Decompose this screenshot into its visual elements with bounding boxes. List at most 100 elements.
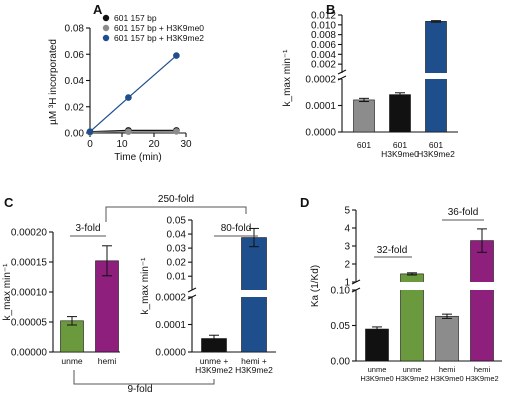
panel-d-bar-2 <box>435 315 459 362</box>
panel-a-x-tick-label: 0 <box>87 139 93 150</box>
panel-c-right-category-label: H3K9me2 <box>195 365 233 375</box>
panel-a-point-1 <box>125 128 132 135</box>
panel-a-legend-marker <box>102 34 110 42</box>
panel-c-right-category-label: hemi + <box>241 356 267 366</box>
panel-d-category-label: hemi <box>474 365 491 374</box>
fold-label-9: 9-fold <box>127 384 152 395</box>
panel-c-left-y-tick-label: 0.00010 <box>11 288 48 299</box>
panel-d-y-tick-label: 4 <box>344 224 350 235</box>
fold-label-3: 3-fold <box>75 223 100 234</box>
panel-d-category-label: H3K9me0 <box>430 374 463 383</box>
panel-b-y-tick-label: 0.0001 <box>305 101 336 112</box>
panel-c-left-y-tick-label: 0.00005 <box>11 318 48 329</box>
panel-c-right-y-label: k_max min⁻¹ <box>140 257 151 315</box>
panel-a-y-label: µM ³H incorporated <box>48 39 59 125</box>
panel-c-left-y-tick-label: 0.00015 <box>11 258 48 269</box>
panel-b-category-label: H3K9me2 <box>417 149 455 159</box>
panel-c-left-y-label: k_max min⁻¹ <box>2 263 13 321</box>
panel-d-y-tick-label: 0.10 <box>331 286 351 297</box>
panel-d-y-tick-label: 0.00 <box>331 357 351 368</box>
panel-b-y-tick-label: 0.002 <box>311 60 336 71</box>
panel-b-y-tick-label: 0.006 <box>311 40 336 51</box>
panel-c-right-break-mark-1 <box>187 287 197 293</box>
panel-d-category-label: unme <box>368 365 387 374</box>
panel-d-y-tick-label: 1 <box>344 278 350 289</box>
panel-c-right-bar-break-1 <box>240 290 268 297</box>
panel-a-x-label: Time (min) <box>114 152 161 163</box>
panel-d-category-label: H3K9me2 <box>465 374 498 383</box>
bracket-250-fold <box>105 206 247 222</box>
panel-a-y-tick-label: 0.00 <box>65 129 85 140</box>
panel-a-y-tick-label: 0.02 <box>65 102 85 113</box>
panel-b-bar-chart: 0.0000 0.0001 0.0002 0.0020.0040.0060.0080.… <box>282 11 458 159</box>
panel-c-right-y-tick-label: 0.01 <box>167 272 187 283</box>
panel-a-y-tick-label: 0.08 <box>65 24 85 35</box>
panel-d-bar-break-3 <box>469 282 495 290</box>
panel-c-right-y-tick-label: 0.04 <box>167 230 187 241</box>
panel-b-bar-1 <box>389 94 411 133</box>
panel-c-left-category-label: unme <box>61 356 83 366</box>
panel-a-y-tick-label: 0.04 <box>65 76 85 87</box>
panel-b-category-label: H3K9me0 <box>381 149 419 159</box>
panel-d-y-tick-label: 0.05 <box>331 321 351 332</box>
panel-d-y-tick-label: 5 <box>344 206 350 217</box>
panel-d-category-label: unme <box>403 365 422 374</box>
panel-b-y-label: k_max min⁻¹ <box>282 49 293 107</box>
fold-label-32: 32-fold <box>377 245 408 256</box>
panel-c-right-y-tick-label: 0.03 <box>167 244 187 255</box>
panel-b-break-mark-1 <box>337 69 347 75</box>
panel-a-point-1 <box>173 128 180 135</box>
panel-c-annotations: 3-fold 80-fold 250-fold 9-fold <box>70 194 258 395</box>
fold-label-36: 36-fold <box>448 207 479 218</box>
panel-a-point-2 <box>173 52 180 59</box>
panel-b-y-tick-label: 0.004 <box>311 50 336 61</box>
panel-b-category-label: 601 <box>357 140 371 150</box>
panel-b-y-tick-label: 0.010 <box>311 20 336 31</box>
panel-d-category-label: H3K9me2 <box>395 374 428 383</box>
panel-c-left-y-tick-label: 0.00020 <box>11 228 48 239</box>
panel-d-y-label: Ka (1/Kd) <box>310 265 321 307</box>
panel-b-y-tick-label: 0.0002 <box>305 75 336 86</box>
panel-letter-c: C <box>4 195 14 210</box>
panel-c-left-category-label: hemi <box>98 356 117 366</box>
panel-a-legend-marker <box>102 14 110 22</box>
panel-a-series-line-1 <box>89 130 177 133</box>
panel-c-right-y-tick-label: 0.0000 <box>155 348 186 359</box>
panel-c-right-bar-chart: 0.0000 0.0001 0.0002 0.01 0.02 0.03 0.04 0.05 u… <box>140 216 276 375</box>
panel-c-right-y-tick-label: 0.0001 <box>155 320 186 331</box>
panel-c-left-bar-chart: 0.00000 0.00005 0.00010 0.00015 0.00020 unme… <box>2 228 120 366</box>
panel-b-bar-break-2 <box>424 73 448 79</box>
panel-a-x-tick-label: 10 <box>116 139 128 150</box>
panel-d-bar-3 <box>470 240 494 362</box>
panel-c-left-y-tick-label: 0.00000 <box>11 348 48 359</box>
panel-b-y-tick-label: 0.008 <box>311 30 336 41</box>
fold-label-80: 80-fold <box>221 223 252 234</box>
panel-a-legend-marker <box>102 24 110 32</box>
panel-a-series-line-2 <box>89 55 177 133</box>
panel-c-right-y-tick-label: 0.02 <box>167 258 187 269</box>
panel-c-right-y-tick-label: 0.05 <box>167 216 187 227</box>
panel-d-y-tick-label: 3 <box>344 242 350 253</box>
panel-a-point-2 <box>86 128 94 135</box>
panel-d-category-label: hemi <box>439 365 456 374</box>
panel-b-category-label: 601 <box>429 140 443 150</box>
panel-letter-a: A <box>93 2 103 17</box>
panel-a-x-tick-label: 20 <box>148 139 160 150</box>
panel-d-category-label: H3K9me0 <box>360 374 393 383</box>
panel-letter-d: D <box>300 195 309 210</box>
panel-b-y-tick-label: 0.0000 <box>305 128 336 139</box>
panel-a-x-tick-label: 30 <box>180 139 192 150</box>
panel-c-right-y-tick-label: 0.0002 <box>155 293 186 304</box>
panel-b-bar-0 <box>353 99 375 133</box>
fold-label-250: 250-fold <box>158 194 194 205</box>
panel-a-line-chart: 0.000.020.040.060.08 0 10 20 30 601 157 bp6… <box>48 13 204 163</box>
panel-c-right-category-label: H3K9me2 <box>235 365 273 375</box>
bracket-9-fold <box>73 370 215 385</box>
panel-a-legend-label: 601 157 bp + H3K9me0 <box>114 23 204 33</box>
panel-d-y-tick-label: 2 <box>344 260 350 271</box>
panel-a-legend-label: 601 157 bp <box>114 13 157 23</box>
panel-letter-b: B <box>326 2 335 17</box>
